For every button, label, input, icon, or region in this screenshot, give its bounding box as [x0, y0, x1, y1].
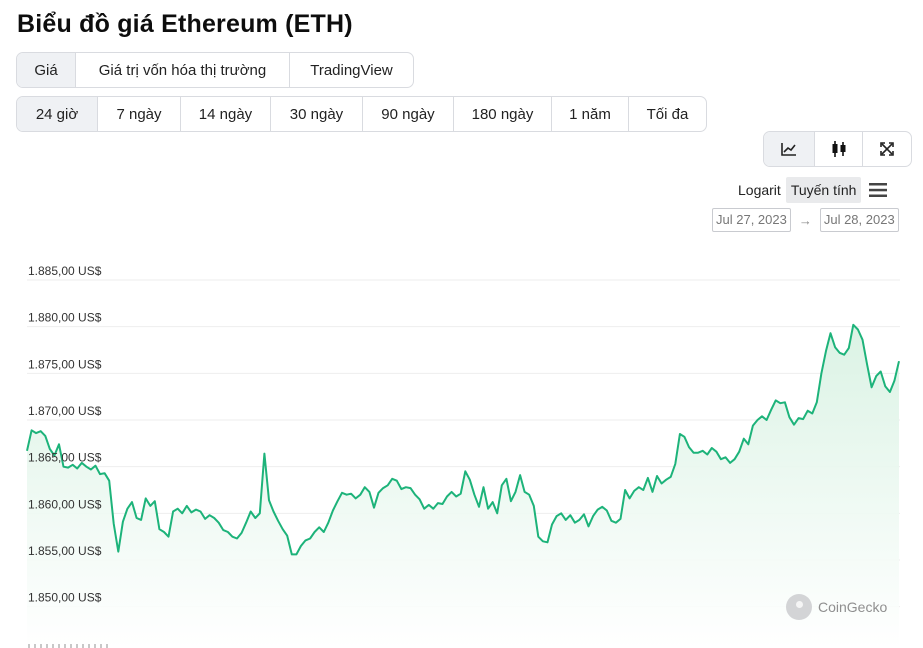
- navigator-tick: [28, 644, 30, 648]
- y-tick-label: 1.860,00 US$: [28, 497, 102, 511]
- price-line: [26, 323, 900, 556]
- range-14d[interactable]: 14 ngày: [181, 97, 271, 131]
- y-tick-label: 1.870,00 US$: [28, 404, 102, 418]
- view-tabs: Giá Giá trị vốn hóa thị trường TradingVi…: [16, 52, 414, 88]
- navigator-tick: [82, 644, 84, 648]
- y-tick-label: 1.885,00 US$: [28, 264, 102, 278]
- y-tick-label: 1.855,00 US$: [28, 544, 102, 558]
- fullscreen-button[interactable]: [863, 132, 911, 166]
- scale-linear[interactable]: Tuyến tính: [785, 177, 862, 203]
- navigator-tick: [88, 644, 90, 648]
- date-range: Jul 27, 2023 → Jul 28, 2023: [712, 208, 899, 232]
- watermark-text: CoinGecko: [818, 599, 888, 615]
- range-90d[interactable]: 90 ngày: [363, 97, 454, 131]
- range-24h[interactable]: 24 giờ: [17, 97, 98, 131]
- date-from-input[interactable]: Jul 27, 2023: [712, 208, 791, 232]
- navigator-tick: [100, 644, 102, 648]
- navigator-tick: [64, 644, 66, 648]
- range-180d[interactable]: 180 ngày: [454, 97, 552, 131]
- price-chart-svg: 1.850,00 US$ 1.855,00 US$ 1.860,00 US$ 1.86…: [26, 264, 900, 648]
- chart-type-toggle: [763, 131, 912, 167]
- navigator-tick: [40, 644, 42, 648]
- candlestick-icon: [832, 141, 845, 157]
- y-tick-label: 1.865,00 US$: [28, 451, 102, 465]
- y-tick-label: 1.880,00 US$: [28, 311, 102, 325]
- coingecko-watermark: CoinGecko: [786, 594, 887, 620]
- tab-price[interactable]: Giá: [17, 53, 76, 87]
- price-chart[interactable]: 1.850,00 US$ 1.855,00 US$ 1.860,00 US$ 1.86…: [0, 240, 923, 648]
- navigator-tick: [70, 644, 72, 648]
- y-tick-label: 1.875,00 US$: [28, 357, 102, 371]
- range-7d[interactable]: 7 ngày: [98, 97, 181, 131]
- hamburger-menu-icon[interactable]: [868, 182, 888, 198]
- date-arrow: →: [798, 212, 812, 228]
- date-to-input[interactable]: Jul 28, 2023: [819, 208, 899, 232]
- range-1y[interactable]: 1 năm: [552, 97, 629, 131]
- line-chart-icon: [781, 143, 796, 156]
- page-title: Biểu đồ giá Ethereum (ETH): [17, 10, 353, 38]
- scale-logarithmic[interactable]: Logarit: [738, 182, 781, 198]
- navigator-tick: [52, 644, 54, 648]
- range-30d[interactable]: 30 ngày: [271, 97, 363, 131]
- expand-icon: [880, 142, 894, 156]
- navigator-tick: [34, 644, 36, 648]
- range-max[interactable]: Tối đa: [646, 105, 689, 123]
- tab-market-cap[interactable]: Giá trị vốn hóa thị trường: [76, 53, 290, 87]
- line-chart-button[interactable]: [764, 132, 815, 166]
- time-range-tabs: 24 giờ 7 ngày 14 ngày 30 ngày 90 ngày 18…: [16, 96, 707, 132]
- navigator-tick: [58, 644, 60, 648]
- navigator-tick: [76, 644, 78, 648]
- navigator-tick: [94, 644, 96, 648]
- y-tick-label: 1.850,00 US$: [28, 591, 102, 605]
- scale-selector: Logarit Tuyến tính: [733, 176, 888, 204]
- navigator-tick: [106, 644, 108, 648]
- navigator-tick: [46, 644, 48, 648]
- tab-tradingview[interactable]: TradingView: [310, 61, 393, 79]
- coingecko-logo-icon: [786, 594, 812, 620]
- candlestick-button[interactable]: [815, 132, 863, 166]
